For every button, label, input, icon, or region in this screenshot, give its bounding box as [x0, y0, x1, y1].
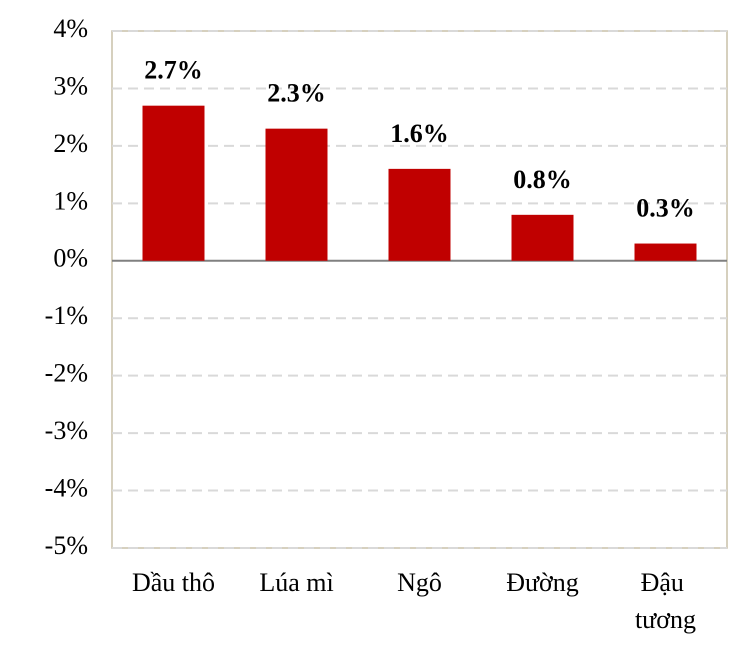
y-tick-label: -2% [45, 359, 88, 388]
y-tick-label: -4% [45, 474, 88, 503]
bar [511, 214, 574, 261]
y-tick-label: -3% [45, 416, 88, 445]
y-tick-label: 0% [53, 244, 88, 273]
x-tick-label: Lúa mì [259, 568, 333, 597]
x-tick-label: Ngô [397, 568, 442, 597]
x-tick-label: Đậu tương [635, 568, 696, 634]
y-tick-label: 4% [53, 14, 88, 43]
x-tick-label: Dầu thô [132, 568, 215, 597]
bar [265, 128, 328, 261]
value-label: 1.6% [390, 119, 449, 148]
value-label: 0.3% [636, 194, 695, 223]
y-tick-label: -5% [45, 531, 88, 560]
y-tick-label: 1% [53, 186, 88, 215]
x-tick-label: Đường [506, 568, 579, 597]
bar [388, 168, 451, 261]
y-tick-label: 2% [53, 129, 88, 158]
y-tick-label: -1% [45, 301, 88, 330]
bar [634, 243, 697, 261]
value-label: 0.8% [513, 165, 572, 194]
bar [142, 105, 205, 261]
y-tick-label: 3% [53, 71, 88, 100]
value-label: 2.3% [267, 79, 326, 108]
value-label: 2.7% [144, 56, 203, 85]
